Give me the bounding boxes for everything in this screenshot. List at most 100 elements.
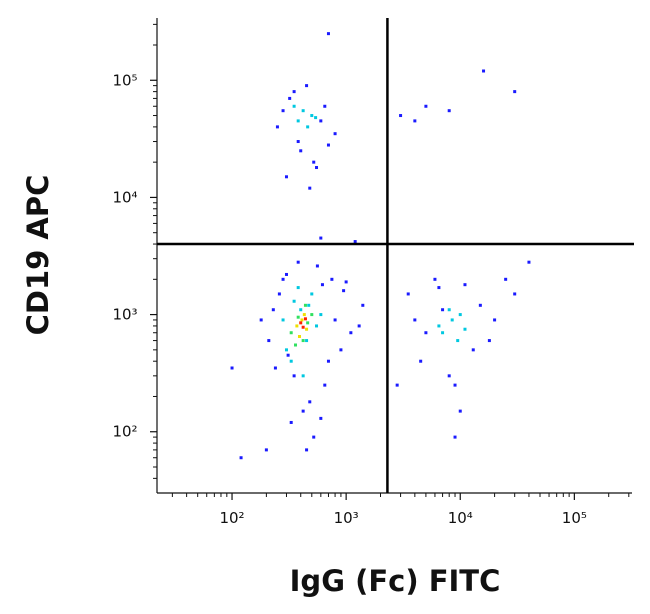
point [306, 125, 310, 129]
point [450, 318, 454, 322]
point [303, 303, 307, 307]
point [319, 416, 323, 420]
point [447, 374, 451, 378]
point [349, 331, 353, 335]
point [301, 109, 305, 113]
y-tick-label: 10⁵ [112, 71, 137, 89]
point [239, 456, 243, 460]
point [513, 90, 517, 94]
x-tick-label: 10² [219, 509, 244, 527]
point [301, 325, 305, 329]
point [286, 353, 290, 357]
point [441, 308, 445, 312]
point [312, 160, 316, 164]
point [333, 318, 337, 322]
point [284, 175, 288, 179]
x-axis-title: IgG (Fc) FITC [290, 564, 501, 598]
point [478, 303, 482, 307]
point [458, 313, 462, 317]
point [284, 272, 288, 276]
point [294, 343, 298, 347]
point [230, 366, 234, 370]
point [308, 186, 312, 190]
point [312, 435, 316, 439]
point [273, 366, 277, 370]
point [281, 277, 285, 281]
point [447, 109, 451, 113]
point [297, 335, 301, 339]
point [296, 119, 300, 123]
point [308, 400, 312, 404]
y-tick-label: 10⁴ [112, 188, 137, 206]
point [326, 143, 330, 147]
point [527, 260, 531, 264]
point [310, 114, 314, 118]
point [281, 109, 285, 113]
point [275, 125, 279, 129]
point [437, 286, 441, 290]
point [284, 348, 288, 352]
point [305, 327, 309, 331]
point [296, 260, 300, 264]
point [453, 435, 457, 439]
point [299, 149, 303, 153]
point [406, 292, 410, 296]
point [513, 292, 517, 296]
point [310, 313, 314, 317]
point [319, 313, 323, 317]
point [333, 132, 337, 136]
point [289, 331, 293, 335]
point [487, 339, 491, 343]
point [292, 90, 296, 94]
point [259, 318, 263, 322]
point [399, 114, 403, 118]
point [302, 313, 306, 317]
point [463, 283, 467, 287]
point [295, 324, 299, 328]
point [289, 359, 293, 363]
point [296, 286, 300, 290]
point [493, 318, 497, 322]
point [419, 359, 423, 363]
point [292, 299, 296, 303]
point [323, 104, 327, 108]
point [361, 303, 365, 307]
point [463, 327, 467, 331]
point [323, 383, 327, 387]
point [344, 280, 348, 284]
point [267, 339, 271, 343]
point [299, 308, 303, 312]
x-tick-label: 10³ [334, 509, 359, 527]
point [504, 277, 508, 281]
point [326, 359, 330, 363]
point [447, 308, 451, 312]
point [292, 104, 296, 108]
point [319, 119, 323, 123]
point [299, 321, 303, 325]
point [271, 308, 275, 312]
point [315, 324, 319, 328]
point [307, 303, 311, 307]
y-tick-label: 10² [112, 423, 137, 441]
point [319, 236, 323, 240]
point [301, 339, 305, 343]
point [424, 104, 428, 108]
point [395, 383, 399, 387]
point [330, 277, 334, 281]
point [357, 324, 361, 328]
point [301, 409, 305, 413]
point [320, 283, 324, 287]
point [424, 331, 428, 335]
point [305, 448, 309, 452]
point [277, 292, 281, 296]
point [342, 289, 346, 293]
point [289, 420, 293, 424]
point [471, 348, 475, 352]
point [482, 69, 486, 73]
point [456, 339, 460, 343]
point [305, 339, 309, 343]
point [326, 32, 330, 36]
point [306, 321, 310, 325]
point [441, 331, 445, 335]
